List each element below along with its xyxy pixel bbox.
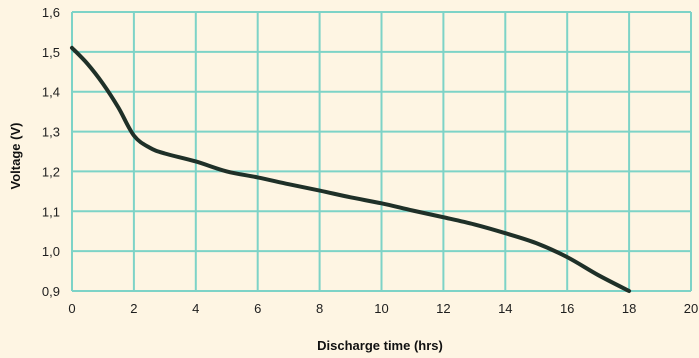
discharge-curve-line: [70, 45, 632, 293]
x-tick-label: 2: [130, 301, 137, 316]
x-tick-label: 10: [374, 301, 388, 316]
x-tick-label: 12: [436, 301, 450, 316]
y-tick-label: 1,3: [42, 125, 60, 140]
x-tick-label: 16: [560, 301, 574, 316]
grid: [71, 11, 692, 292]
y-tick-label: 0,9: [42, 284, 60, 299]
x-tick-label: 8: [316, 301, 323, 316]
y-axis-title: Voltage (V): [8, 123, 23, 190]
y-tick-label: 1,0: [42, 244, 60, 259]
series-layer: [70, 45, 632, 293]
x-tick-label: 4: [192, 301, 199, 316]
x-axis-title: Discharge time (hrs): [317, 338, 443, 353]
x-tick-label: 14: [498, 301, 512, 316]
x-tick-label: 18: [622, 301, 636, 316]
tick-labels: 0 2 4 6 8 10 12 14 16 18 20 0,9 1,0 1,1 1,2 1,3 1,4 1,5 1,…: [42, 5, 698, 316]
x-tick-label: 20: [684, 301, 698, 316]
y-tick-label: 1,2: [42, 164, 60, 179]
x-tick-label: 6: [254, 301, 261, 316]
y-tick-label: 1,5: [42, 45, 60, 60]
y-tick-label: 1,4: [42, 85, 60, 100]
x-tick-label: 0: [68, 301, 75, 316]
y-tick-label: 1,1: [42, 204, 60, 219]
y-tick-label: 1,6: [42, 5, 60, 20]
